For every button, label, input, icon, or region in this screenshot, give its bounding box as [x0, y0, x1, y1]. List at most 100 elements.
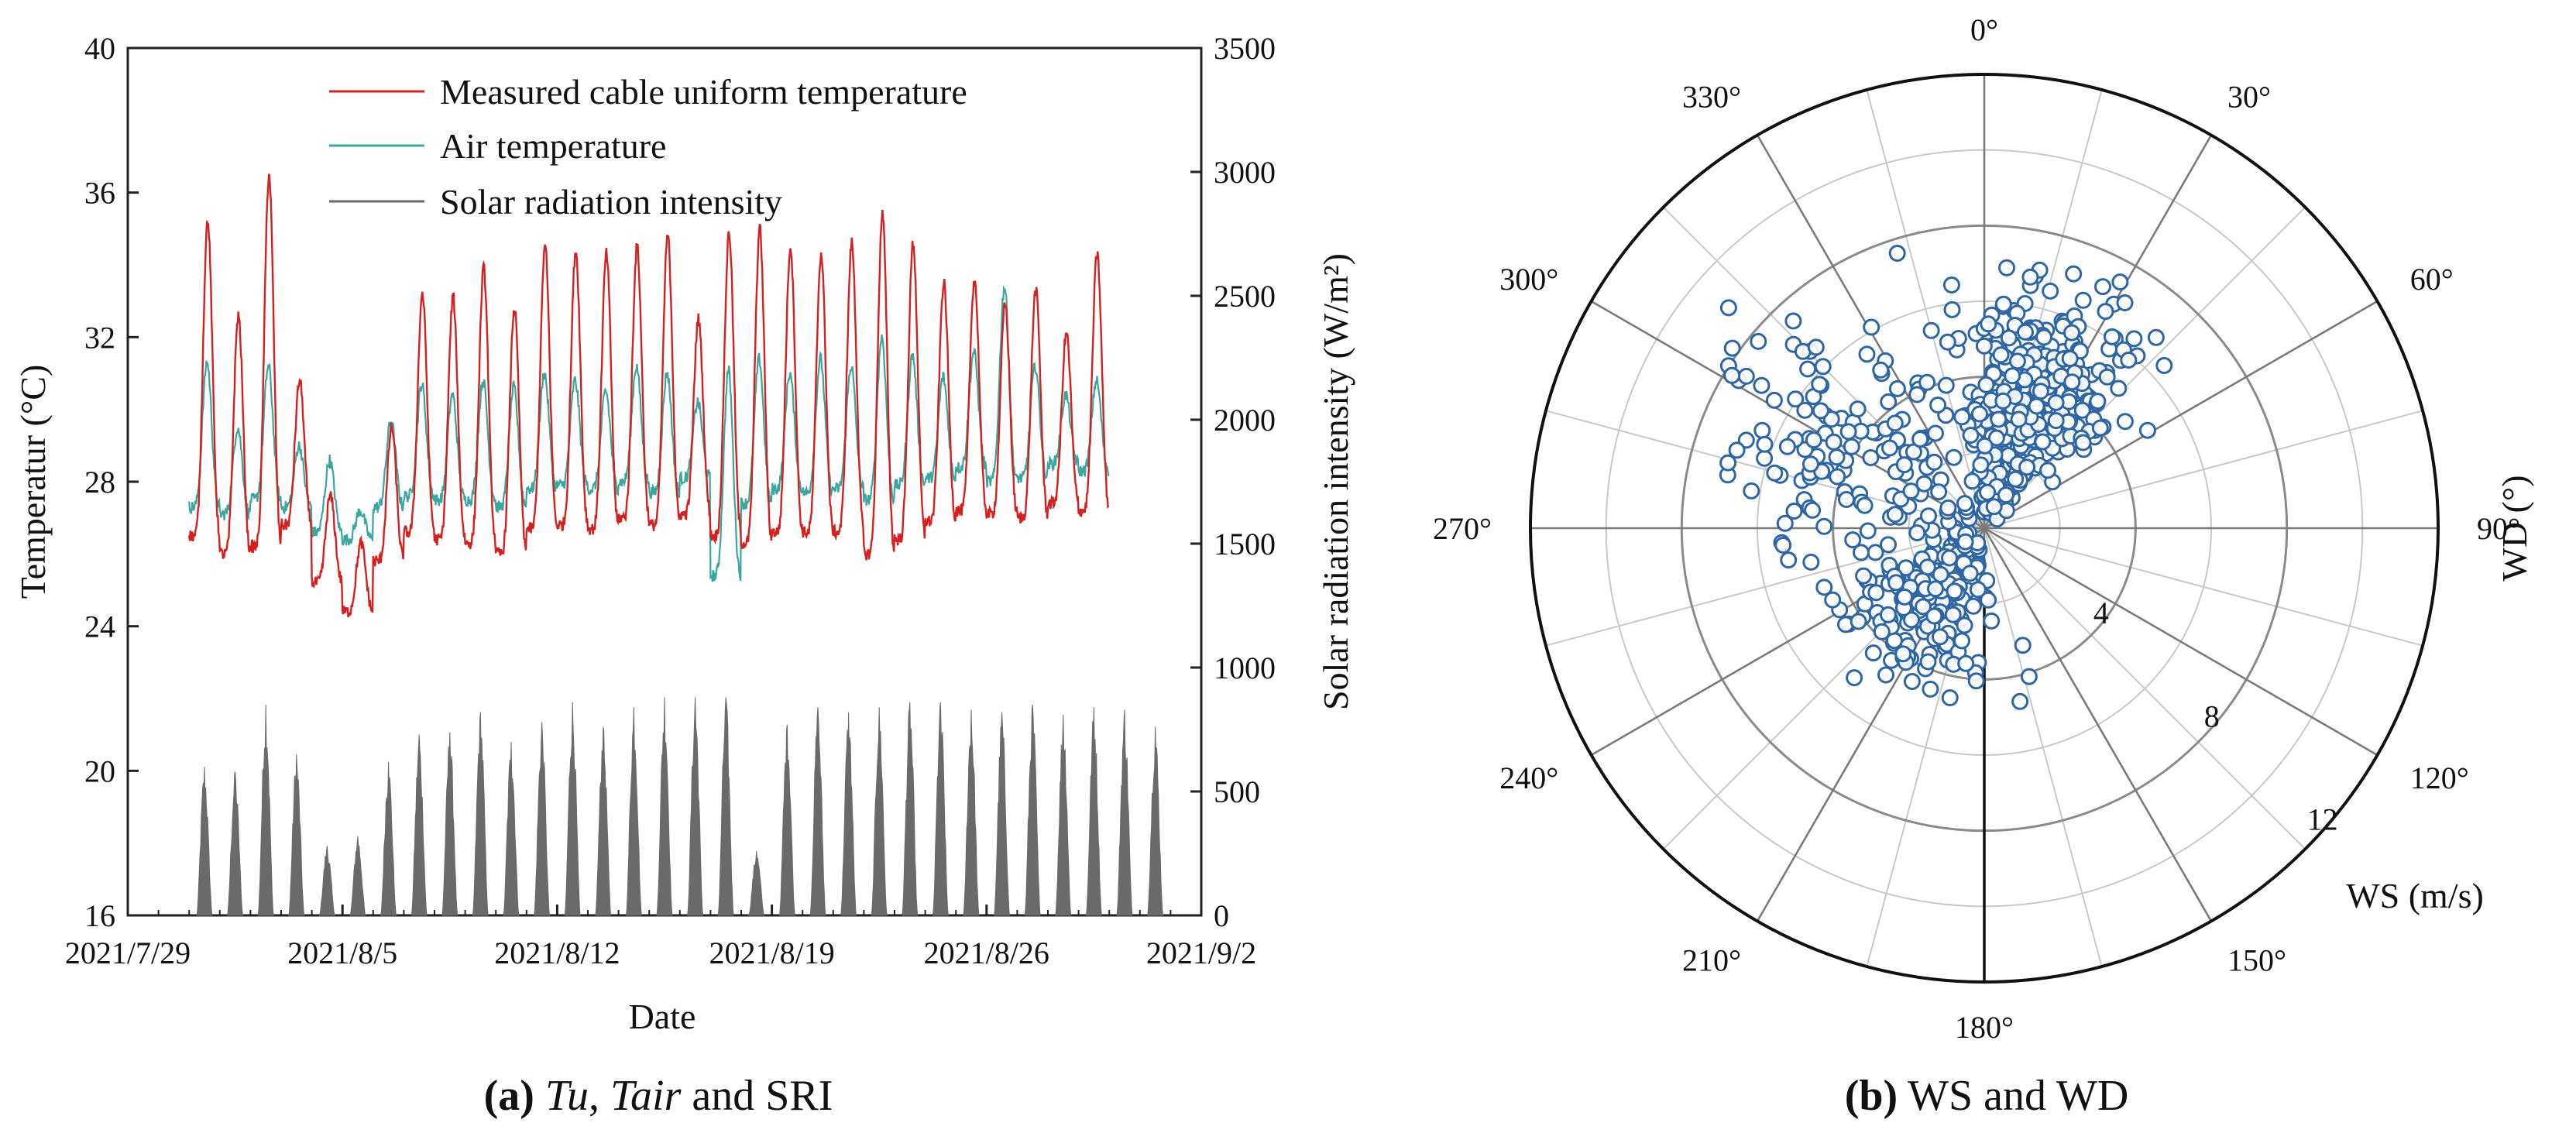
wind-point — [2094, 278, 2111, 296]
caption-a-sep: , — [589, 1072, 610, 1120]
y-tick-label: 28 — [84, 465, 115, 500]
wind-point — [2061, 350, 2079, 367]
wind-point — [1994, 295, 2012, 313]
wind-point — [2110, 379, 2128, 397]
angle-tick-label: 270° — [1433, 511, 1492, 546]
caption-a-rest: and SRI — [681, 1072, 833, 1120]
wind-point — [1896, 588, 1914, 606]
polar-outer-circle — [1529, 73, 2440, 984]
solar-day-bar — [748, 850, 765, 916]
wind-point — [1967, 672, 1985, 690]
panel-a-caption: (a) Tu, Tair and SRI — [484, 1072, 833, 1120]
polar-major-spoke — [1983, 527, 2213, 922]
solar-day-bar — [902, 702, 919, 916]
wind-point — [1856, 496, 1874, 514]
x-axis-label: Date — [629, 997, 696, 1036]
solar-day-bar — [994, 712, 1011, 916]
radius-tick-label: 12 — [2307, 802, 2338, 837]
wind-point — [1723, 339, 1741, 357]
wind-point — [1964, 597, 1982, 615]
wind-point — [1843, 438, 1860, 455]
wind-point — [1918, 373, 1936, 391]
wind-point — [2091, 419, 2109, 437]
angle-tick-label: 60° — [2410, 262, 2454, 297]
solar-day-bar — [687, 697, 704, 916]
wind-point — [2116, 294, 2134, 311]
solar-day-bar — [778, 724, 795, 916]
solar-day-bar — [840, 712, 857, 916]
wind-point — [2089, 393, 2107, 410]
solar-day-bar — [257, 704, 274, 916]
solar-day-bar — [625, 707, 642, 916]
wind-point — [2074, 434, 2092, 451]
wind-point — [1939, 333, 1956, 351]
wind-point — [1859, 522, 1877, 540]
wind-point — [1929, 397, 1947, 414]
wind-point — [2104, 328, 2121, 345]
y2-tick-label: 0 — [1214, 898, 1229, 933]
wind-point — [1894, 645, 1912, 663]
wind-point — [2035, 328, 2053, 346]
legend-label-cable: Measured cable uniform temperature — [440, 72, 967, 112]
solar-day-bar — [349, 836, 366, 916]
solar-day-bar — [963, 709, 980, 916]
wind-point — [1915, 598, 1932, 616]
wind-point — [1902, 482, 1920, 500]
wind-point — [1802, 553, 1820, 571]
wind-point — [1953, 408, 1971, 426]
angle-tick-label: 0° — [1970, 12, 1998, 47]
wind-point — [1862, 449, 1880, 466]
wind-point — [1796, 401, 1814, 419]
angle-tick-label: 120° — [2410, 760, 2469, 795]
wind-point — [2034, 433, 2052, 451]
solar-day-bar — [196, 766, 213, 916]
wind-point — [1850, 613, 1867, 630]
wind-point — [1887, 574, 1905, 592]
wind-point — [1888, 245, 1906, 262]
panel-a-chart: 2021/7/29 2021/8/5 2021/8/12 2021/8/19 2021/… — [13, 31, 1355, 1120]
angle-tick-label: 210° — [1682, 943, 1741, 978]
angle-tick-label: 90° — [2477, 511, 2520, 546]
wind-point — [2120, 352, 2138, 369]
caption-a-tu: Tu — [545, 1072, 589, 1120]
solar-day-bar — [717, 697, 734, 916]
wind-point — [1903, 673, 1921, 690]
panel-a-ticks: 2021/7/29 2021/8/5 2021/8/12 2021/8/19 2021/… — [65, 31, 1276, 970]
wind-point — [2047, 412, 2065, 430]
wind-point — [1980, 591, 1997, 609]
wind-point — [1787, 390, 1805, 408]
solar-day-bar — [1024, 704, 1041, 916]
radius-tick-label: 4 — [2093, 596, 2109, 630]
wind-point — [1969, 581, 1987, 599]
polar-grid — [1529, 73, 2440, 984]
wind-point — [1753, 421, 1771, 439]
wind-point — [1963, 472, 1981, 490]
cable-temperature-series — [188, 173, 1110, 618]
wind-point — [1873, 623, 1891, 640]
wind-point — [1811, 376, 1829, 393]
wind-point — [2017, 323, 2034, 341]
wind-point — [1953, 632, 1970, 650]
wind-point — [2063, 373, 2081, 391]
wind-point — [1784, 312, 1802, 330]
wind-point — [1992, 346, 2010, 364]
panel-b-caption: (b) WS and WD — [1845, 1072, 2129, 1120]
wind-point — [1774, 537, 1792, 554]
wind-point — [1895, 456, 1913, 474]
wind-point — [1855, 567, 1873, 585]
legend-label-air: Air temperature — [440, 126, 666, 166]
solar-day-bar — [288, 754, 305, 916]
wind-scatter-points — [1719, 245, 2173, 710]
wind-point — [1881, 439, 1898, 457]
angle-tick-label: 330° — [1682, 79, 1741, 114]
x-tick-label: 2021/7/29 — [65, 936, 191, 970]
caption-a-tair: Tair — [610, 1072, 682, 1120]
wind-point — [1886, 414, 1904, 432]
wind-point — [1932, 565, 1949, 583]
wind-point — [1778, 438, 1796, 455]
wind-point — [1814, 358, 1832, 376]
caption-b-rest: WS and WD — [1898, 1072, 2128, 1120]
wind-point — [1941, 689, 1959, 706]
wind-point — [1753, 376, 1771, 394]
